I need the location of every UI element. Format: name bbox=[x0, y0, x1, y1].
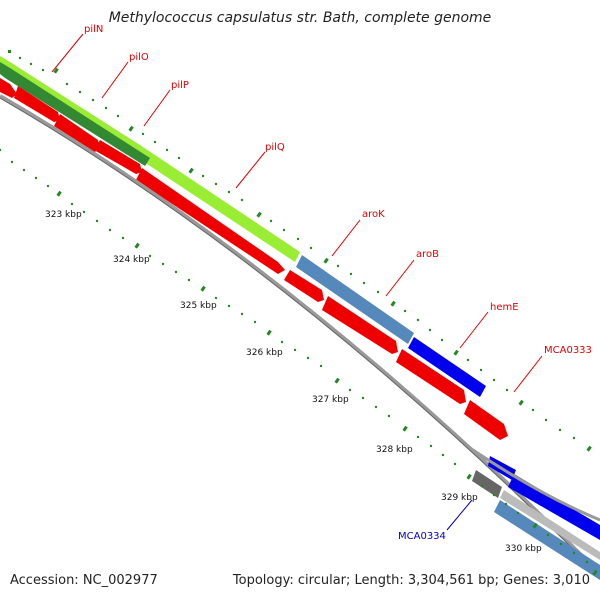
gene-label-pilO: pilO bbox=[129, 52, 149, 63]
gene-label-MCA0333: MCA0333 bbox=[544, 345, 592, 356]
gene-label-pilN: pilN bbox=[84, 24, 103, 35]
kbp-labels: 323 kbp 324 kbp 325 kbp 326 kbp 327 kbp … bbox=[45, 210, 542, 554]
kbp-label-324: 324 kbp bbox=[113, 255, 150, 265]
gene-label-pilP: pilP bbox=[171, 80, 189, 91]
map-title: Methylococcus capsulatus str. Bath, comp… bbox=[108, 10, 492, 26]
gene-label-MCA0334: MCA0334 bbox=[398, 531, 446, 542]
outer-tick-ring bbox=[8, 50, 592, 452]
track-lower-right bbox=[469, 446, 600, 580]
track-lime bbox=[0, 56, 300, 262]
gene-label-pilQ: pilQ bbox=[265, 142, 285, 153]
gene-label-aroK: aroK bbox=[362, 209, 385, 220]
kbp-label-330: 330 kbp bbox=[505, 544, 542, 554]
gene-label-aroB: aroB bbox=[416, 249, 439, 260]
kbp-label-326: 326 kbp bbox=[246, 348, 283, 358]
gene-block-blue[interactable] bbox=[408, 337, 486, 397]
genome-summary-text: Topology: circular; Length: 3,304,561 bp… bbox=[232, 573, 590, 588]
inner-tick-ring bbox=[0, 148, 598, 576]
track-red bbox=[0, 78, 508, 440]
outer-dot-ring bbox=[18, 56, 576, 440]
kbp-label-327: 327 kbp bbox=[312, 395, 349, 405]
kbp-label-323: 323 kbp bbox=[45, 210, 82, 220]
leader-lines bbox=[51, 33, 543, 531]
kbp-label-328: 328 kbp bbox=[376, 445, 413, 455]
kbp-label-329: 329 kbp bbox=[441, 493, 478, 503]
gene-block-steelblue[interactable] bbox=[296, 255, 414, 344]
gene-labels: pilN pilO pilP pilQ aroK aroB hemE MCA03… bbox=[84, 24, 592, 542]
accession-text: Accession: NC_002977 bbox=[10, 573, 158, 588]
kbp-label-325: 325 kbp bbox=[180, 301, 217, 311]
gene-label-hemE: hemE bbox=[490, 302, 519, 313]
